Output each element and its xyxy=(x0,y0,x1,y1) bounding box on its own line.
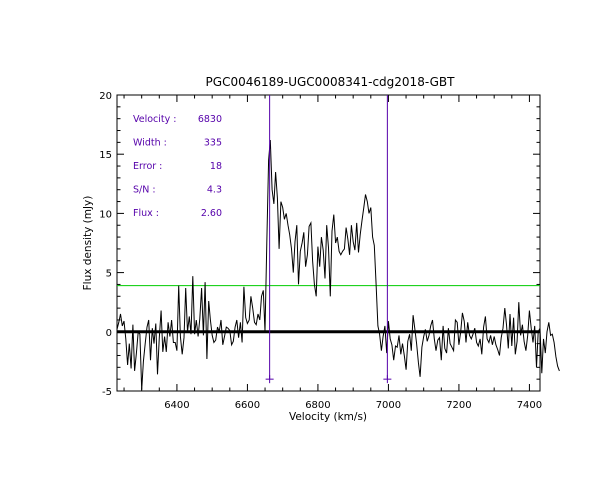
y-tick-label: 15 xyxy=(99,150,112,161)
x-axis-label: Velocity (km/s) xyxy=(289,411,367,423)
x-tick-label: 6800 xyxy=(305,400,330,411)
y-tick-label: 5 xyxy=(106,269,112,280)
data-series xyxy=(116,139,560,390)
annotation-label: Flux : xyxy=(133,208,159,219)
y-tick-label: -5 xyxy=(102,387,112,398)
measurement-annotations: Velocity : 6830 Width : 335 Error : 18 S/N : 4.… xyxy=(133,114,222,219)
annotation-label: Width : xyxy=(133,138,167,149)
x-tick-label: 6600 xyxy=(235,400,260,411)
y-tick-label: 0 xyxy=(106,328,112,339)
annotation-value: 335 xyxy=(204,138,222,149)
annotation-value: 18 xyxy=(210,161,222,172)
velocity-markers xyxy=(265,95,392,384)
y-tick-label: 10 xyxy=(99,209,112,220)
y-axis-label: Flux density (mJy) xyxy=(82,196,94,291)
chart-title: PGC0046189-UGC0008341-cdg2018-GBT xyxy=(206,75,456,89)
spectrum-line xyxy=(116,139,560,390)
y-tick-label: 20 xyxy=(99,91,112,102)
x-tick-label: 6400 xyxy=(164,400,189,411)
annotation-label: Velocity : xyxy=(133,114,177,125)
annotation-label: S/N : xyxy=(133,185,156,196)
x-axis: 6400 6600 6800 7000 7200 7400 xyxy=(123,95,542,411)
annotation-value: 6830 xyxy=(198,114,222,125)
x-tick-label: 7400 xyxy=(517,400,542,411)
x-tick-label: 7000 xyxy=(376,400,401,411)
plot-frame xyxy=(116,94,541,392)
annotation-label: Error : xyxy=(133,161,162,172)
x-tick-label: 7200 xyxy=(446,400,471,411)
y-axis: -5 0 5 10 15 20 xyxy=(99,91,540,398)
annotation-value: 2.60 xyxy=(201,208,222,219)
annotation-value: 4.3 xyxy=(207,185,222,196)
